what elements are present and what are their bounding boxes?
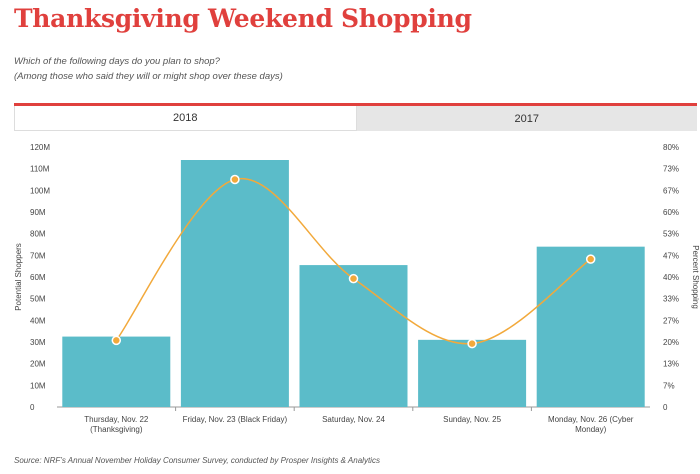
category-label: (Thanksgiving) — [90, 425, 143, 434]
right-tick-label: 33% — [663, 295, 679, 304]
right-tick-label: 73% — [663, 165, 679, 174]
left-tick-label: 80M — [30, 230, 46, 239]
left-tick-label: 120M — [30, 143, 50, 152]
right-tick-label: 60% — [663, 208, 679, 217]
line-point — [467, 338, 477, 349]
left-tick-label: 20M — [30, 360, 46, 369]
category-label: Monday, Nov. 26 (Cyber — [548, 415, 634, 424]
category-label: Saturday, Nov. 24 — [322, 415, 385, 424]
right-tick-label: 47% — [663, 251, 679, 260]
line-point — [585, 254, 596, 264]
source-note: Source: NRF’s Annual November Holiday Co… — [14, 456, 380, 465]
right-tick-label: 53% — [663, 230, 679, 239]
line-point — [348, 273, 359, 284]
bar — [536, 246, 645, 407]
right-axis-label: Percent Shopping — [691, 245, 700, 309]
left-tick-label: 70M — [30, 251, 46, 260]
chart-question: Which of the following days do you plan … — [14, 56, 220, 67]
right-tick-label: 20% — [663, 338, 679, 347]
right-tick-label: 80% — [663, 143, 679, 152]
left-tick-label: 60M — [30, 273, 46, 282]
bar — [62, 336, 171, 407]
right-tick-label: 13% — [663, 360, 679, 369]
tab-2017[interactable]: 2017 — [356, 106, 697, 131]
left-tick-label: 30M — [30, 338, 46, 347]
bar — [418, 339, 527, 407]
bar — [299, 265, 408, 407]
category-label: Monday) — [575, 425, 606, 434]
category-label: Sunday, Nov. 25 — [443, 415, 502, 424]
left-axis-label: Potential Shoppers — [14, 243, 23, 311]
left-tick-label: 40M — [30, 316, 46, 325]
left-tick-label: 110M — [30, 165, 50, 174]
left-tick-label: 50M — [30, 295, 46, 304]
left-tick-label: 90M — [30, 208, 46, 217]
right-tick-label: 40% — [663, 273, 679, 282]
bar — [180, 160, 289, 407]
category-label: Thursday, Nov. 22 — [84, 415, 149, 424]
right-tick-label: 67% — [663, 186, 679, 195]
line-point — [230, 174, 240, 185]
right-tick-label: 0 — [663, 403, 668, 412]
left-tick-label: 100M — [30, 186, 50, 195]
right-tick-label: 27% — [663, 316, 679, 325]
category-label: Friday, Nov. 23 (Black Friday) — [183, 415, 288, 424]
left-tick-label: 0 — [30, 403, 35, 412]
right-tick-label: 7% — [663, 381, 675, 390]
left-tick-label: 10M — [30, 381, 46, 390]
page-title: Thanksgiving Weekend Shopping — [14, 4, 472, 33]
line-point — [111, 335, 122, 346]
percent-line — [115, 177, 592, 345]
year-tabs: 2018 2017 — [14, 103, 697, 131]
chart-question-note: (Among those who said they will or might… — [14, 71, 283, 82]
tab-2018[interactable]: 2018 — [14, 106, 357, 131]
